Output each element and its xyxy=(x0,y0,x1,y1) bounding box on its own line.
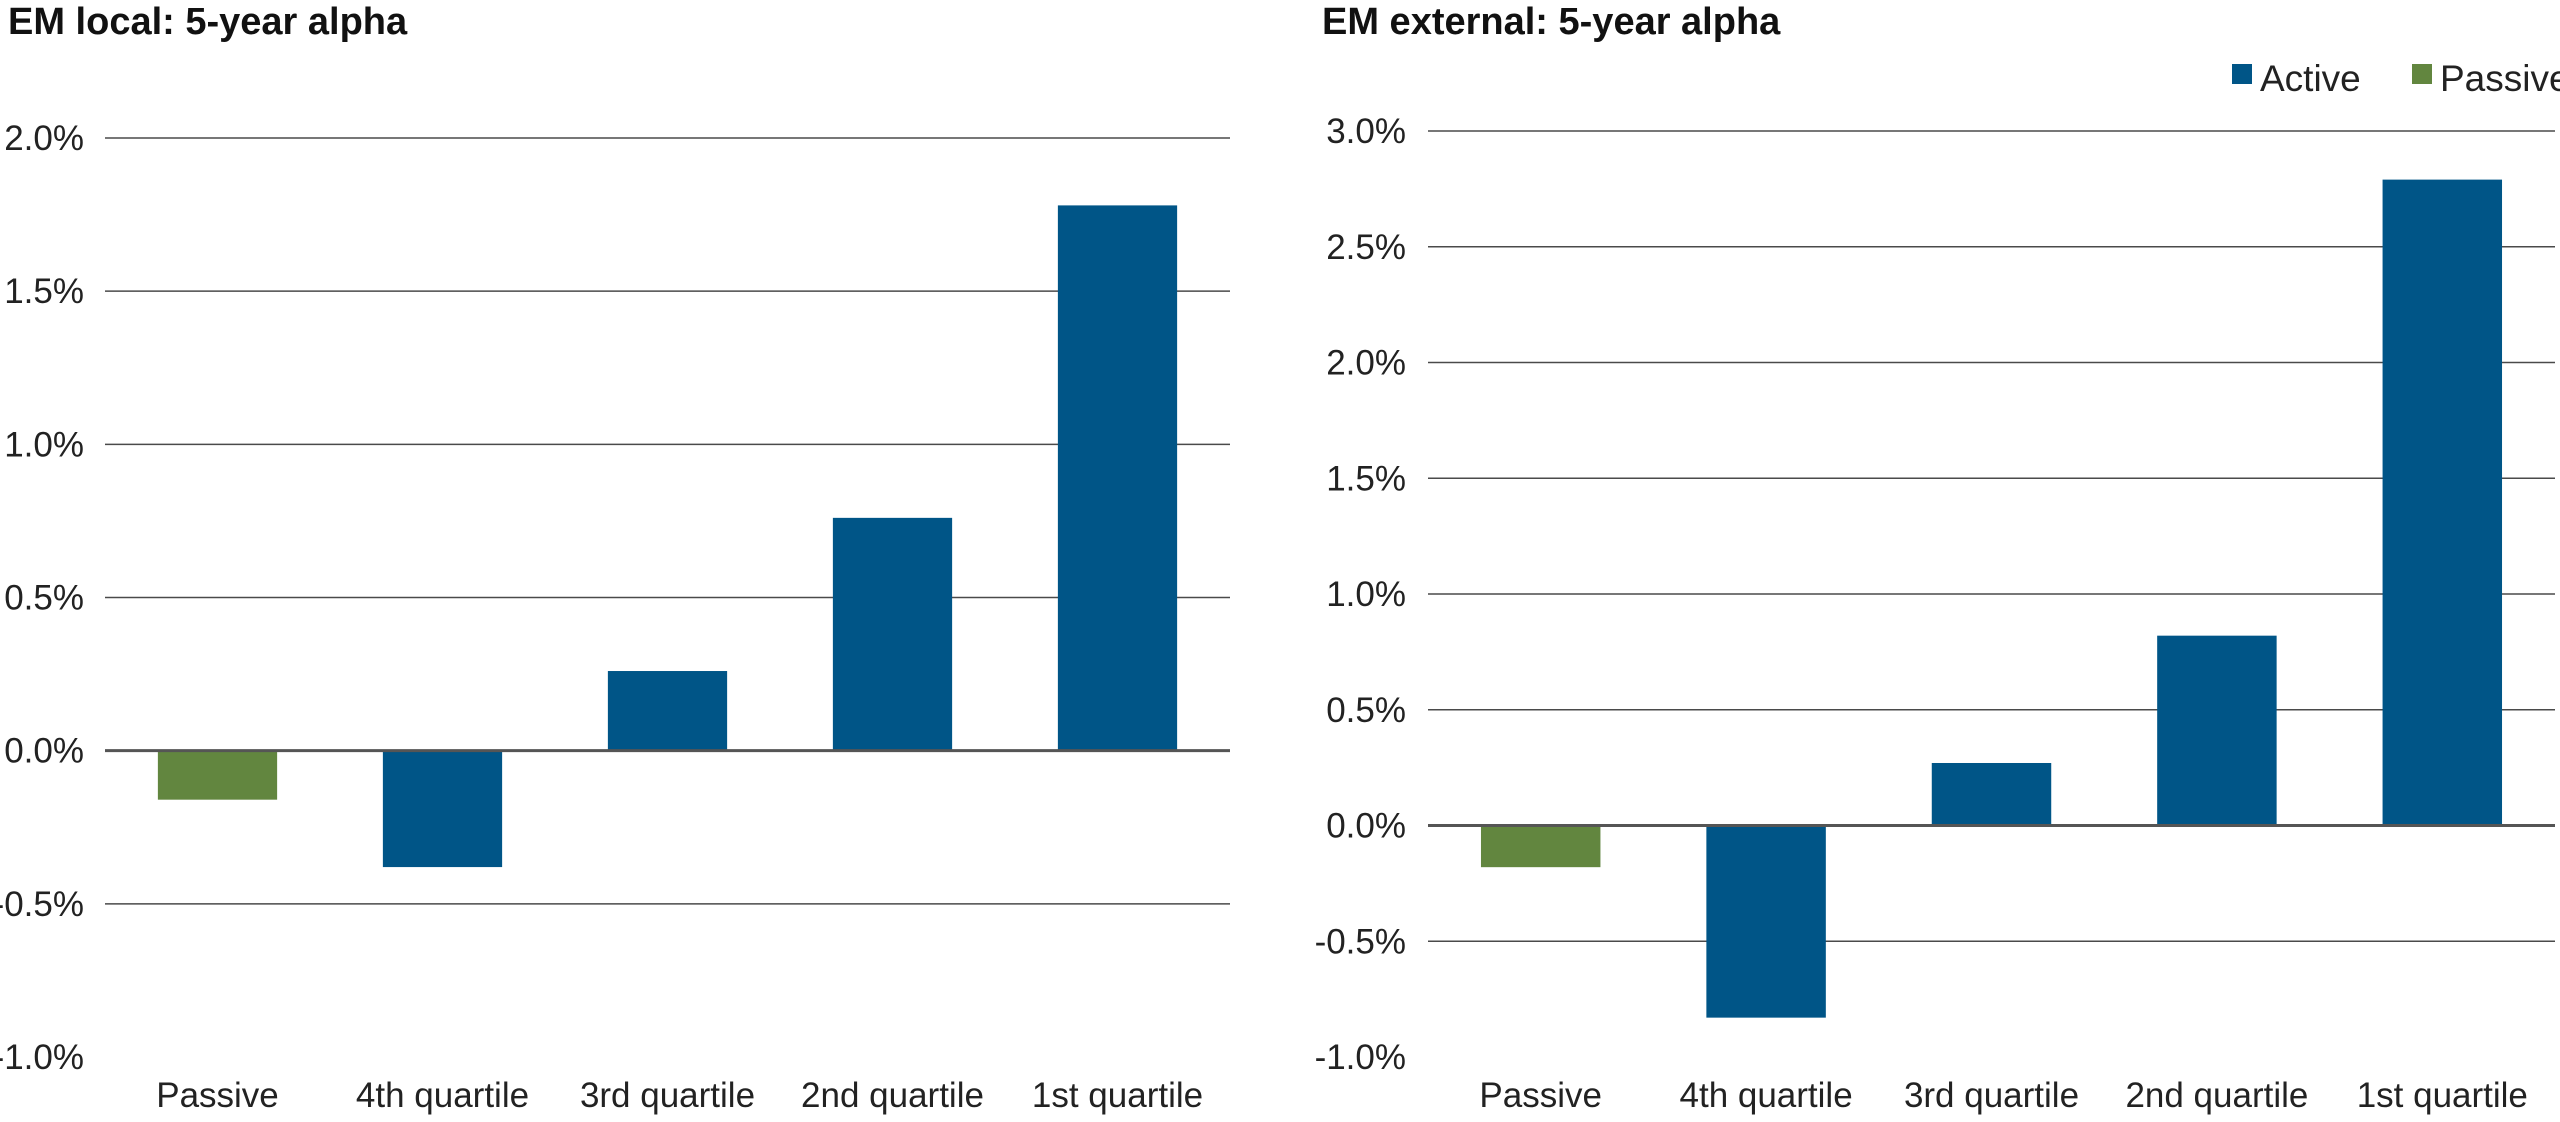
legend-label-passive: Passive xyxy=(2440,58,2560,99)
bar-passive xyxy=(157,750,278,800)
y-tick-label: 2.5% xyxy=(1326,228,1406,267)
y-tick-labels: 3.0% 2.5% 2.0% 1.5% 1.0% 0.5% 0.0% -0.5% -1.0% xyxy=(1315,112,1406,1077)
bar-4th-quartile xyxy=(382,750,503,868)
bar-2nd-quartile xyxy=(2157,635,2277,826)
x-tick-label: 3rd quartile xyxy=(1904,1076,2079,1115)
x-tick-label: 1st quartile xyxy=(2357,1076,2528,1115)
bars xyxy=(157,205,1178,868)
y-tick-label: 1.5% xyxy=(1326,459,1406,498)
x-tick-label: 2nd quartile xyxy=(2125,1076,2308,1115)
y-tick-label: 0.5% xyxy=(1326,691,1406,730)
y-tick-label: 0.0% xyxy=(4,732,84,771)
bar-3rd-quartile xyxy=(1931,762,2052,826)
y-tick-label: 1.5% xyxy=(4,272,84,311)
legend-swatch-active xyxy=(2232,64,2252,84)
bar-1st-quartile xyxy=(1057,205,1178,751)
x-tick-label: 1st quartile xyxy=(1032,1076,1203,1115)
y-tick-label: 0.0% xyxy=(1326,807,1406,846)
chart-em-local: EM local: 5-year alpha 2.0% 1.5% 1.0% 0.5% 0… xyxy=(0,1,1230,1115)
chart-title-em-local: EM local: 5-year alpha xyxy=(8,1,408,43)
bar-3rd-quartile xyxy=(607,671,728,751)
x-tick-label: 4th quartile xyxy=(356,1076,529,1115)
y-tick-label: -0.5% xyxy=(0,885,84,924)
bar-4th-quartile xyxy=(1706,825,1826,1018)
y-tick-labels: 2.0% 1.5% 1.0% 0.5% 0.0% -0.5% -1.0% xyxy=(0,119,84,1077)
x-tick-label: Passive xyxy=(1479,1076,1602,1115)
gridlines xyxy=(105,137,1230,905)
y-tick-label: 2.0% xyxy=(4,119,84,158)
bar-2nd-quartile xyxy=(832,517,953,751)
x-tick-label: 2nd quartile xyxy=(801,1076,984,1115)
y-tick-label: 2.0% xyxy=(1326,344,1406,383)
chart-em-external: EM external: 5-year alpha 3.0% 2.5% 2.0% 1.… xyxy=(1315,1,2555,1115)
y-tick-label: -1.0% xyxy=(1315,1038,1406,1077)
y-tick-label: 1.0% xyxy=(4,425,84,464)
y-tick-label: 3.0% xyxy=(1326,112,1406,151)
bar-1st-quartile xyxy=(2382,179,2503,826)
y-tick-label: -1.0% xyxy=(0,1038,84,1077)
legend-label-active: Active xyxy=(2260,58,2361,99)
x-tick-labels: Passive 4th quartile 3rd quartile 2nd quart… xyxy=(1479,1076,2527,1115)
chart-title-em-external: EM external: 5-year alpha xyxy=(1322,1,1781,43)
bars xyxy=(1480,179,2503,1018)
y-tick-label: 0.5% xyxy=(4,579,84,618)
bar-passive xyxy=(1480,825,1601,868)
gridlines xyxy=(1428,130,2555,942)
y-tick-label: -0.5% xyxy=(1315,922,1406,961)
x-tick-label: Passive xyxy=(156,1076,279,1115)
x-tick-label: 4th quartile xyxy=(1680,1076,1853,1115)
x-tick-label: 3rd quartile xyxy=(580,1076,755,1115)
legend-swatch-passive xyxy=(2412,64,2432,84)
legend: Active Passive xyxy=(2232,58,2560,99)
x-tick-labels: Passive 4th quartile 3rd quartile 2nd quart… xyxy=(156,1076,1203,1115)
y-tick-label: 1.0% xyxy=(1326,575,1406,614)
